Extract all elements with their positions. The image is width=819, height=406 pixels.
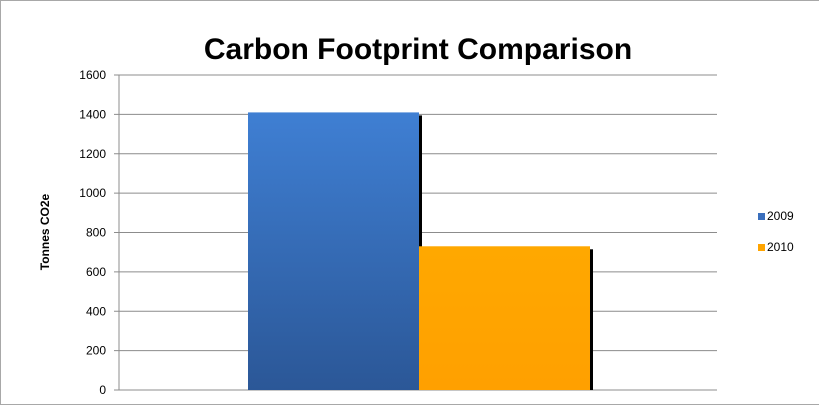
- y-tick-label: 800: [86, 226, 106, 240]
- y-tick-label: 0: [99, 383, 106, 397]
- legend: 2009 2010: [758, 209, 794, 254]
- y-tick-label: 600: [86, 265, 106, 279]
- legend-label-2009: 2009: [767, 209, 794, 223]
- bar-2010: [419, 246, 590, 390]
- y-tick-label: 1400: [79, 107, 106, 121]
- y-tick-label: 400: [86, 304, 106, 318]
- legend-swatch-2010: [758, 244, 765, 251]
- y-tick-label: 200: [86, 344, 106, 358]
- y-axis-ticks: 0 200 400 600 800 1000 1200 1400 1600: [79, 68, 120, 397]
- legend-swatch-2009: [758, 213, 765, 220]
- y-tick-label: 1000: [79, 186, 106, 200]
- bars: [248, 112, 593, 390]
- bar-2009: [248, 112, 419, 390]
- legend-label-2010: 2010: [767, 240, 794, 254]
- y-tick-label: 1600: [79, 68, 106, 82]
- y-tick-label: 1200: [79, 147, 106, 161]
- chart-title: Carbon Footprint Comparison: [204, 33, 632, 66]
- bar-shadow: [590, 249, 593, 390]
- y-axis-label: Tonnes CO2e: [38, 193, 52, 270]
